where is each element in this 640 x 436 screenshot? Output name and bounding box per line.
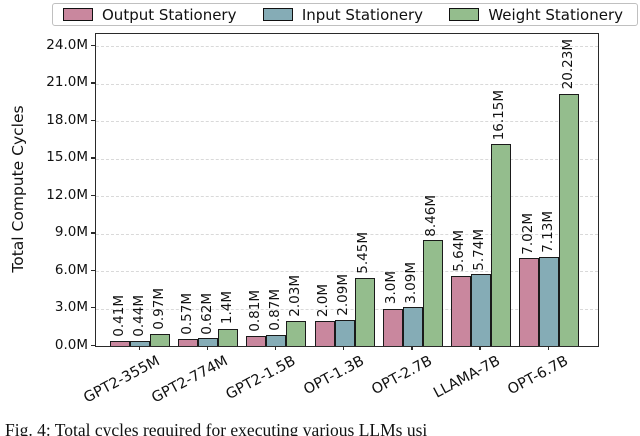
- y-tick-label: 12.0M: [46, 186, 88, 203]
- y-tick-mark: [91, 119, 95, 122]
- y-tick-label: 3.0M: [54, 299, 88, 316]
- weight-stationery-swatch-icon: [449, 8, 480, 21]
- bar-output-stationery: [382, 308, 403, 346]
- bar-value-label: 0.41M: [110, 295, 127, 337]
- legend-item-output-stationery: Output Stationery: [63, 6, 236, 24]
- bar-weight-stationery: [354, 277, 375, 346]
- x-tick-label: OPT-1.3B: [300, 353, 367, 399]
- bar-weight-stationery: [286, 320, 307, 346]
- y-tick-mark: [91, 44, 95, 47]
- bar-value-label: 3.0M: [383, 271, 400, 305]
- y-tick-label: 18.0M: [46, 111, 88, 128]
- output-stationery-swatch-icon: [63, 8, 93, 21]
- x-tick-mark: [138, 346, 140, 350]
- gridline: [96, 121, 598, 123]
- y-tick-label: 0.0M: [54, 336, 88, 353]
- bar-input-stationery: [130, 340, 150, 346]
- y-tick-mark: [91, 344, 95, 346]
- bar-value-label: 8.46M: [423, 194, 440, 237]
- legend-item-weight-stationery: Weight Stationery: [449, 6, 623, 24]
- bar-input-stationery: [402, 307, 423, 346]
- x-tick-mark: [479, 346, 481, 350]
- bar-value-label: 0.87M: [266, 289, 283, 332]
- x-tick-mark: [343, 346, 345, 350]
- bar-value-label: 0.44M: [130, 294, 147, 337]
- gridline: [96, 158, 598, 160]
- y-tick-label: 21.0M: [46, 74, 88, 91]
- bar-input-stationery: [266, 335, 287, 346]
- y-axis-title: Total Compute Cycles: [9, 105, 27, 273]
- figure-caption: Fig. 4: Total cycles required for execut…: [5, 420, 428, 436]
- y-tick-mark: [91, 232, 95, 234]
- y-tick-mark: [91, 157, 95, 159]
- x-tick-mark: [411, 346, 413, 350]
- bar-output-stationery: [450, 275, 471, 346]
- bar-weight-stationery: [559, 93, 580, 346]
- bar-output-stationery: [314, 321, 335, 346]
- gridline: [96, 308, 598, 310]
- bar-value-label: 0.62M: [198, 292, 215, 335]
- x-tick-mark: [206, 346, 209, 350]
- bar-weight-stationery: [422, 240, 443, 346]
- bar-value-label: 3.09M: [403, 261, 420, 304]
- bar-input-stationery: [539, 257, 560, 346]
- bar-value-label: 0.81M: [246, 290, 263, 332]
- bar-weight-stationery: [150, 333, 170, 346]
- gridline: [96, 233, 598, 235]
- bar-value-label: 2.03M: [286, 274, 303, 317]
- bar-value-label: 5.64M: [451, 229, 468, 272]
- x-tick-mark: [547, 346, 549, 350]
- bar-output-stationery: [110, 340, 130, 346]
- gridline: [96, 196, 598, 198]
- bar-input-stationery: [334, 319, 355, 346]
- bar-value-label: 5.45M: [355, 232, 371, 274]
- x-tick-label: OPT-2.7B: [368, 353, 435, 399]
- bar-value-label: 1.4M: [218, 291, 235, 325]
- bar-value-label: 7.02M: [519, 212, 536, 255]
- x-tick-label: LLAMA-7B: [430, 353, 503, 402]
- x-tick-mark: [274, 346, 277, 350]
- x-tick-label: GPT2-774M: [148, 353, 231, 407]
- bar-value-label: 5.74M: [471, 228, 488, 271]
- y-tick-label: 9.0M: [54, 224, 88, 241]
- input-stationery-swatch-icon: [262, 8, 293, 21]
- bar-output-stationery: [519, 258, 540, 346]
- plot-area: 0.41M 0.44M 0.97M 0.57M 0.62M 1.4M 0.81M 0.87M 2…: [95, 33, 599, 347]
- bar-value-label: 0.57M: [178, 293, 195, 335]
- bar-output-stationery: [178, 338, 199, 346]
- y-tick-label: 24.0M: [46, 36, 88, 53]
- legend-label: Weight Stationery: [488, 5, 623, 24]
- y-tick-mark: [91, 307, 95, 309]
- bar-value-label: 20.23M: [559, 39, 576, 90]
- y-tick-mark: [91, 82, 95, 84]
- bar-weight-stationery: [218, 328, 239, 346]
- x-tick-label: OPT-6.7B: [505, 353, 572, 399]
- legend-label: Input Stationery: [301, 5, 424, 24]
- bar-output-stationery: [246, 335, 267, 346]
- legend-label: Output Stationery: [102, 5, 237, 24]
- y-tick-label: 15.0M: [46, 149, 88, 166]
- x-tick-label: GPT2-355M: [80, 353, 163, 407]
- bar-input-stationery: [470, 274, 491, 346]
- gridline: [96, 46, 598, 48]
- bar-value-label: 2.09M: [335, 274, 351, 316]
- legend-item-input-stationery: Input Stationery: [262, 5, 424, 24]
- y-tick-mark: [91, 269, 95, 271]
- gridline: [96, 83, 598, 85]
- bar-value-label: 16.15M: [491, 90, 508, 141]
- x-tick-label: GPT2-1.5B: [223, 353, 299, 404]
- bar-value-label: 2.0M: [315, 283, 331, 318]
- bar-weight-stationery: [490, 144, 511, 346]
- y-tick-mark: [91, 194, 95, 197]
- gridline: [96, 271, 598, 273]
- bar-input-stationery: [198, 338, 219, 346]
- y-tick-label: 6.0M: [54, 261, 88, 278]
- bar-value-label: 7.13M: [539, 211, 556, 254]
- bar-value-label: 0.97M: [150, 288, 167, 330]
- chart-legend: Output Stationery Input Stationery Weigh…: [52, 3, 638, 26]
